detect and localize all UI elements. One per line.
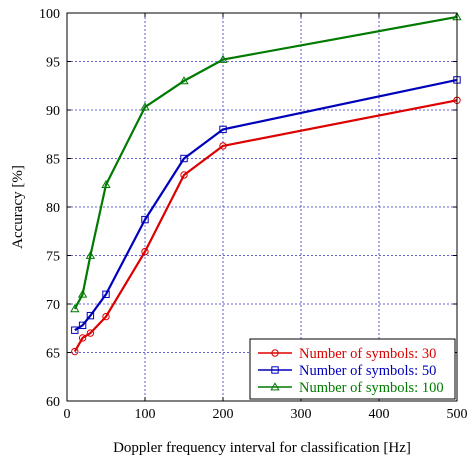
x-tick-label: 400 [369,407,390,422]
data-point [78,334,87,342]
x-tick-label: 100 [135,407,156,422]
y-tick-label: 70 [46,298,60,313]
legend-label-series-1: Number of symbols: 30 [299,346,436,362]
data-point [141,247,149,256]
y-tick-labels: 60 65 70 75 80 85 90 95 100 [39,7,60,410]
x-axis-label: Doppler frequency interval for classific… [113,440,411,456]
data-point [180,154,188,163]
y-tick-label: 60 [46,395,60,410]
data-point [180,171,188,179]
series-line [73,99,458,353]
data-point [86,329,95,337]
legend: Number of symbols: 30 Number of symbols:… [249,338,456,400]
y-tick-label: 90 [46,104,60,119]
x-tick-label: 300 [291,407,312,422]
legend-marker-shape [271,366,279,374]
data-point [140,102,150,111]
data-point [219,125,227,134]
data-point [70,304,80,313]
data-point [141,215,149,224]
data-point [71,326,79,334]
data-point [71,347,79,356]
data-point [102,290,110,299]
data-point [85,250,96,259]
grid [67,13,457,401]
data-point [101,179,111,189]
series-line [74,78,458,332]
series-line [73,15,458,310]
y-tick-label: 80 [46,201,60,216]
x-tick-label: 0 [64,407,71,422]
tick-marks [66,12,458,402]
y-tick-label: 65 [46,347,60,362]
legend-marker-series-3 [270,382,280,391]
x-tick-label: 500 [447,407,468,422]
data-point [86,311,95,320]
data-point [102,312,110,321]
series-1 [71,96,461,356]
legend-box [249,338,456,400]
y-tick-label: 100 [39,7,60,22]
y-axis-label: Accuracy [%] [10,165,26,249]
x-tick-labels: 0 100 200 500 300 400 [64,407,468,422]
legend-label-series-3: Number of symbols: 100 [299,380,444,396]
legend-marker-series-2 [271,366,279,374]
series-2 [71,76,461,334]
data-point [77,289,88,298]
data-point [219,142,227,150]
y-tick-label: 85 [46,153,60,168]
legend-marker-shape [270,382,280,391]
data-point [78,321,87,330]
data-point [179,76,189,85]
y-tick-label: 95 [46,56,60,71]
x-tick-label: 200 [213,407,234,422]
legend-label-series-2: Number of symbols: 50 [299,363,436,379]
data-point [218,54,228,63]
legend-marker-shape [271,349,279,357]
series-layer [70,12,462,356]
y-tick-label: 75 [46,250,60,265]
legend-marker-series-1 [271,349,279,357]
